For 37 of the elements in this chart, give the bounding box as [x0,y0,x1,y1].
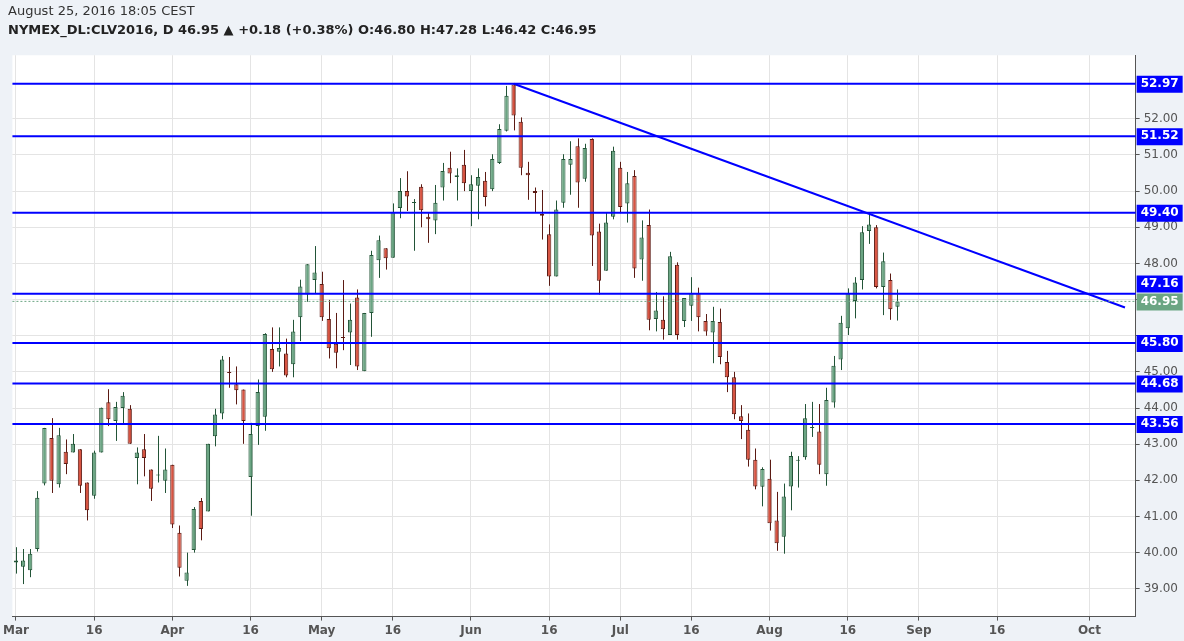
x-tick-label: 16 [839,622,857,637]
ref-line-label: 43.56 [1140,416,1179,431]
ref-line-label: 49.40 [1140,204,1179,219]
x-tick-label: May [307,622,336,637]
y-tick-label: 39.00 [1143,580,1179,595]
x-tick-label: Oct [1077,622,1102,637]
x-tick-label: Sep [906,622,932,637]
x-tick-label: Jun [459,622,482,637]
ref-line-label: 45.80 [1140,335,1179,350]
x-tick-label: 16 [682,622,700,637]
x-tick-label: Aug [756,622,783,637]
ref-line-label: 44.68 [1140,375,1179,390]
y-tick-label: 42.00 [1143,472,1179,487]
chart-subtitle: NYMEX_DL:CLV2016, D 46.95 ▲ +0.18 (+0.38%) O:46.80 H:47.28 L:46.42 C:46.95 [8,22,598,37]
ref-line-label: 46.95 [1140,293,1179,308]
x-tick-label: 16 [988,622,1006,637]
y-tick-label: 48.00 [1143,255,1179,270]
y-tick-label: 45.00 [1143,363,1179,378]
x-tick-label: 16 [85,622,103,637]
x-tick-label: 16 [540,622,558,637]
y-tick-label: 52.00 [1143,110,1179,125]
x-tick-label: 16 [384,622,402,637]
y-tick-label: 40.00 [1143,544,1179,559]
x-tick-label: 16 [242,622,259,637]
ref-line-label: 52.97 [1140,75,1179,90]
ref-line-label: 47.16 [1140,275,1179,290]
y-tick-label: 51.00 [1143,147,1179,162]
chart-title: August 25, 2016 18:05 CEST [8,3,196,20]
y-tick-label: 41.00 [1143,508,1179,523]
x-tick-label: Jul [610,622,629,637]
x-tick-label: Apr [160,622,185,637]
y-tick-label: 44.00 [1143,400,1179,415]
y-tick-label: 49.00 [1143,219,1179,234]
ref-line-label: 51.52 [1140,128,1179,143]
y-tick-label: 50.00 [1143,183,1179,198]
y-tick-label: 43.00 [1143,436,1179,451]
x-tick-label: Mar [2,622,30,637]
